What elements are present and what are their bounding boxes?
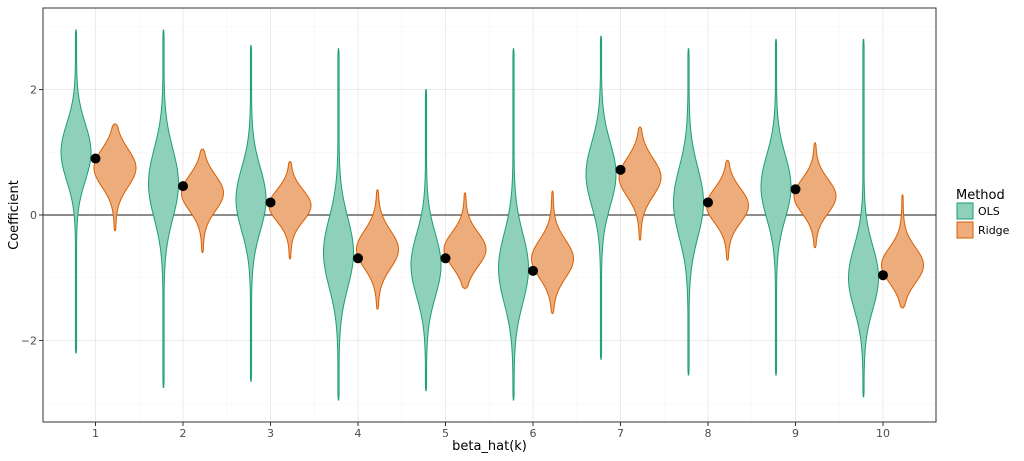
- violin-ols-1: [60, 29, 92, 354]
- x-tick-label: 6: [530, 427, 537, 440]
- violin-ols-7: [585, 35, 617, 360]
- y-axis: −2 0 2: [21, 84, 43, 347]
- legend: Method OLS Ridge: [956, 188, 1010, 239]
- x-tick-label: 10: [876, 427, 890, 440]
- x-tick-label: 3: [267, 427, 274, 440]
- true-value-point-8: [703, 197, 713, 208]
- x-tick-label: 1: [92, 427, 99, 440]
- true-value-point-2: [178, 181, 188, 192]
- violin-ols-2: [148, 29, 179, 388]
- violin-ols-6: [498, 48, 529, 401]
- violin-ridge-1: [93, 123, 137, 232]
- x-tick-label: 8: [705, 427, 712, 440]
- x-tick-label: 7: [617, 427, 624, 440]
- true-value-point-6: [528, 265, 538, 276]
- legend-key-ridge: [956, 221, 974, 239]
- y-axis-title: Coefficient: [7, 180, 22, 250]
- x-tick-label: 5: [442, 427, 449, 440]
- violin-ols-4: [322, 48, 355, 401]
- true-value-point-4: [353, 253, 363, 264]
- x-tick-label: 2: [180, 427, 187, 440]
- violin-ridge-7: [618, 126, 662, 241]
- violin-ridge-9: [793, 142, 837, 249]
- legend-title: Method: [956, 188, 1005, 203]
- true-value-points: [90, 153, 888, 281]
- true-value-point-5: [440, 253, 451, 264]
- violin-ols-9: [760, 38, 792, 376]
- x-tick-label: 9: [792, 427, 799, 440]
- violin-ols-3: [235, 45, 267, 382]
- true-value-point-1: [90, 153, 101, 164]
- violin-ols-8: [673, 48, 704, 376]
- legend-key-ols: [956, 202, 974, 220]
- violin-ridge-8: [705, 159, 750, 261]
- true-value-point-7: [615, 164, 626, 175]
- violin-layer: [60, 29, 925, 401]
- legend-label-ridge: Ridge: [978, 224, 1010, 237]
- true-value-point-10: [878, 270, 888, 281]
- true-value-point-3: [265, 197, 276, 208]
- violin-ridge-3: [268, 161, 312, 260]
- true-value-point-9: [790, 184, 801, 195]
- violin-ols-5: [410, 89, 442, 392]
- violin-ridge-2: [180, 148, 225, 254]
- y-tick-label: 2: [30, 84, 37, 97]
- y-tick-label: 0: [30, 209, 37, 222]
- x-axis-title: beta_hat(k): [452, 439, 527, 454]
- x-axis: 1 2 3 4 5 6 7 8 9 10: [92, 422, 890, 440]
- x-tick-label: 4: [355, 427, 362, 440]
- legend-label-ols: OLS: [978, 205, 1000, 218]
- y-tick-label: −2: [21, 334, 37, 347]
- violin-ridge-4: [355, 189, 400, 310]
